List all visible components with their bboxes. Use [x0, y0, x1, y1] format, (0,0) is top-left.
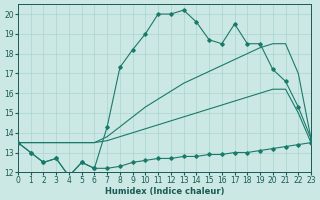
X-axis label: Humidex (Indice chaleur): Humidex (Indice chaleur)	[105, 187, 224, 196]
